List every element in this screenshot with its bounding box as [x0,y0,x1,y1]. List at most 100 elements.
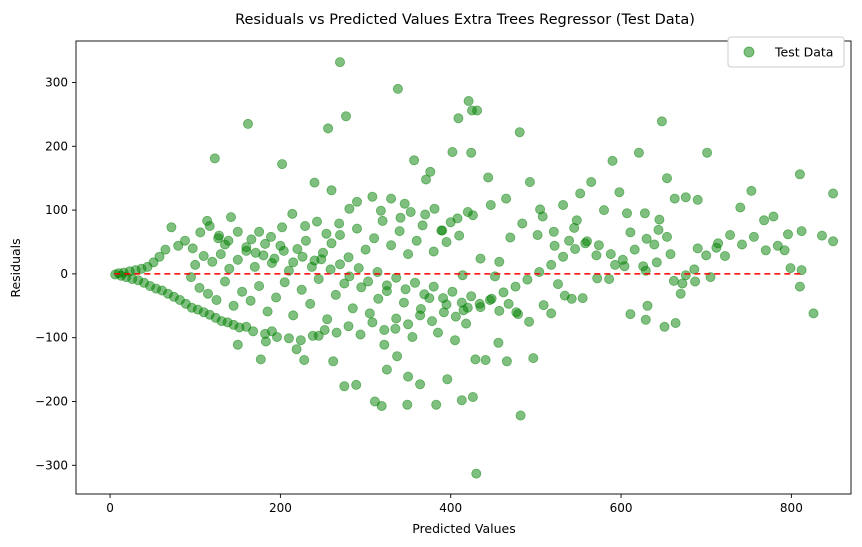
data-point [622,208,633,219]
data-point [604,273,615,284]
data-point [411,235,422,246]
data-point [772,240,783,251]
data-point [505,232,516,243]
x-tick-label: 200 [269,501,292,515]
data-point [367,317,378,328]
data-point [466,291,477,302]
data-point [271,292,282,303]
data-point [395,212,406,223]
data-point [538,300,549,311]
data-point [297,251,308,262]
data-point [748,231,759,242]
data-point [441,299,452,310]
y-tick-label: −300 [35,458,68,472]
data-point [295,335,306,346]
data-point [353,263,364,274]
data-point [339,278,350,289]
data-point [426,316,437,327]
data-point [339,381,350,392]
data-point [344,203,355,214]
data-point [363,276,374,287]
data-point [457,270,468,281]
data-point [187,243,198,254]
data-point [680,192,691,203]
data-point [415,303,426,314]
data-point [701,250,712,261]
data-point [283,265,294,276]
data-point [783,229,794,240]
data-point [461,318,472,329]
x-tick-label: 0 [106,501,114,515]
data-point [558,199,569,210]
data-point [442,374,453,385]
data-point [223,235,234,246]
data-point [429,203,440,214]
data-point [391,313,402,324]
data-point [570,243,581,254]
x-tick-label: 600 [610,501,633,515]
data-point [400,284,411,295]
data-point [381,364,392,375]
data-point [232,339,243,350]
data-point [569,222,580,233]
data-point [420,209,431,220]
data-point [510,281,521,292]
data-point [592,273,603,284]
data-point [463,96,474,107]
data-point [154,251,165,262]
data-point [625,309,636,320]
data-point [417,220,428,231]
data-point [494,256,505,267]
data-point [185,272,196,283]
data-point [173,240,184,251]
data-point [675,288,686,299]
data-point [228,300,239,311]
legend: Test Data [727,36,845,68]
data-point [669,193,680,204]
data-point [225,212,236,223]
data-point [343,252,354,263]
data-point [514,127,525,138]
data-point [692,194,703,205]
data-point [705,272,716,283]
data-point [796,265,807,276]
data-point [322,314,333,325]
data-point [639,208,650,219]
data-point [432,327,443,338]
data-point [668,275,679,286]
data-point [398,297,409,308]
data-point [248,326,259,337]
data-point [328,356,339,367]
data-point [309,177,320,188]
data-point [287,208,298,219]
data-point [190,259,201,270]
data-point [447,146,458,157]
data-point [546,308,557,319]
legend-label: Test Data [774,45,833,60]
data-point [649,239,660,250]
data-point [428,281,439,292]
data-point [194,282,205,293]
data-point [403,249,414,260]
data-point [591,250,602,261]
data-point [522,274,533,285]
data-point [296,284,307,295]
data-point [558,251,569,262]
data-point [255,354,266,365]
data-point [785,263,796,274]
data-point [548,226,559,237]
data-point [356,282,367,293]
data-point [291,344,302,355]
data-point [415,379,426,390]
data-point [394,226,405,237]
data-point [390,323,401,334]
y-axis-label: Residuals [8,238,23,297]
y-tick-label: 300 [45,75,68,89]
data-point [311,216,322,227]
data-point [323,123,334,134]
data-point [262,306,273,317]
data-point [407,331,418,342]
data-point [307,330,318,341]
data-point [211,294,222,305]
data-point [351,379,362,390]
